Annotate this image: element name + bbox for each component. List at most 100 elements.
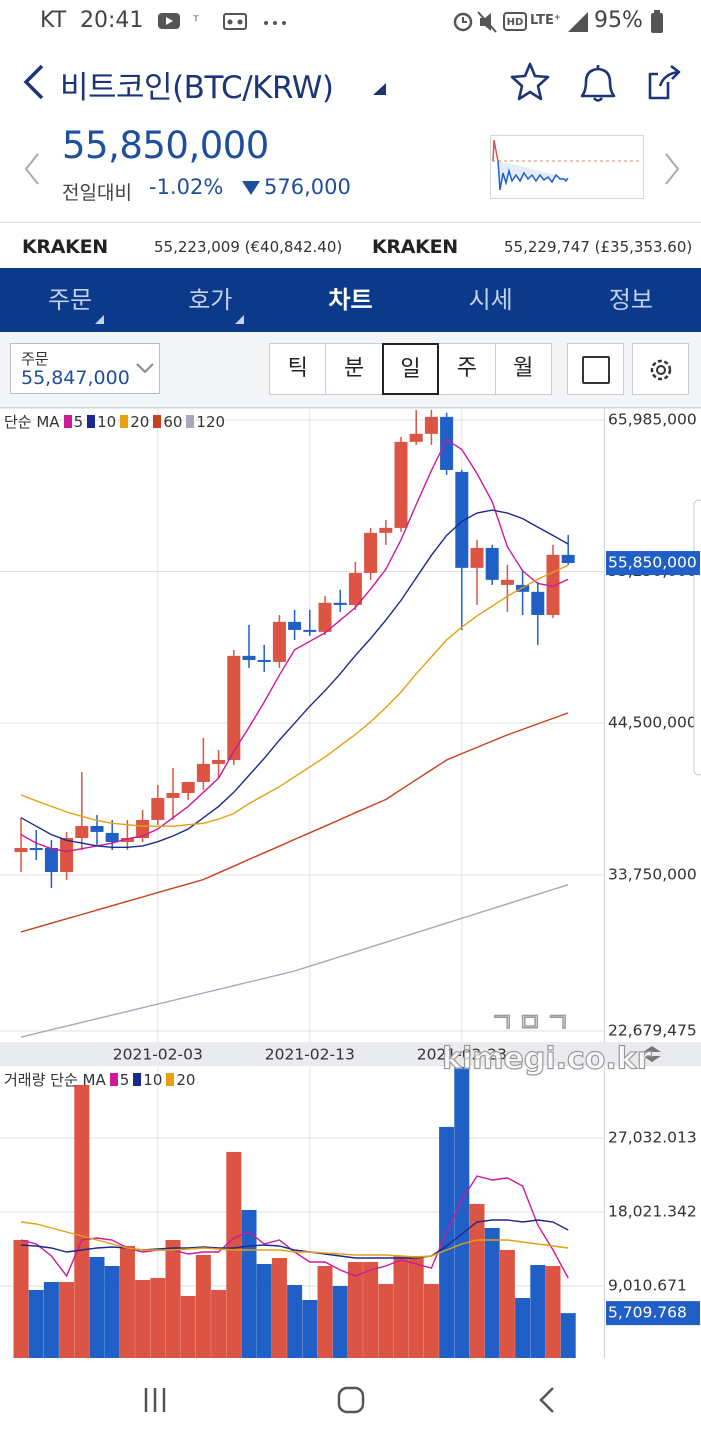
mini-chart[interactable] xyxy=(490,135,644,199)
next-coin[interactable] xyxy=(662,152,682,186)
volume-bar xyxy=(378,1283,394,1358)
exchange-value: 55,229,747 (£35,353.60) xyxy=(504,238,693,256)
y-tick-label: 27,032.013 xyxy=(608,1129,697,1147)
header-actions xyxy=(510,62,681,102)
candle-body xyxy=(14,848,28,852)
layout-button[interactable] xyxy=(567,343,624,395)
volume-bar xyxy=(408,1255,424,1358)
tab[interactable]: 시세 xyxy=(468,286,513,314)
candle-body xyxy=(105,832,119,842)
volume-bar xyxy=(332,1285,348,1358)
volume-bar xyxy=(484,1227,500,1358)
clock: 20:41 xyxy=(80,8,144,33)
ma-line xyxy=(20,712,569,933)
share-button[interactable] xyxy=(648,64,681,100)
tab[interactable]: 차트 xyxy=(328,286,373,314)
order-dropdown xyxy=(136,363,154,374)
tab[interactable]: 정보 xyxy=(608,286,653,314)
period-button[interactable]: 분 xyxy=(325,343,383,395)
tab-bar: 주문 호가 차트 시세 정보 xyxy=(0,268,701,332)
volume-bar xyxy=(165,1239,181,1358)
exchange-quote: KRAKEN xyxy=(372,226,458,268)
volume-bar xyxy=(545,1265,561,1358)
ma-line xyxy=(20,1221,569,1258)
candle-body xyxy=(500,579,514,585)
favorite-button[interactable] xyxy=(510,62,550,101)
period-button[interactable]: 월 xyxy=(494,343,552,395)
volume-bar xyxy=(226,1151,242,1358)
volume-bar xyxy=(439,1126,455,1358)
down-triangle xyxy=(242,181,260,195)
volume-bar xyxy=(256,1263,272,1358)
back-nav[interactable] xyxy=(539,1387,554,1413)
price-legend: 단순 MA 5 10 20 60 120 xyxy=(4,411,225,432)
gear-icon xyxy=(650,359,672,381)
separator xyxy=(0,222,701,223)
battery-level: 95% xyxy=(594,8,643,33)
ma-line xyxy=(20,884,569,1038)
legend-swatch xyxy=(63,415,72,428)
candle-body xyxy=(60,838,74,873)
alert-button[interactable] xyxy=(580,65,616,102)
candle-body xyxy=(333,602,347,605)
volume-bar xyxy=(74,1084,90,1358)
candle-body xyxy=(409,433,423,442)
x-tick-label: 2021-02-23 xyxy=(417,1046,507,1064)
back-button[interactable] xyxy=(18,62,48,102)
volume-bar xyxy=(302,1299,318,1358)
candle-body xyxy=(212,759,226,764)
axis-scroll-icon xyxy=(643,1046,661,1062)
home-button[interactable] xyxy=(337,1386,365,1414)
legend-label: 60 xyxy=(163,412,183,431)
recent-apps[interactable] xyxy=(144,1388,166,1412)
candle-body xyxy=(455,471,469,568)
candle-body xyxy=(227,655,241,760)
y-tick-label: 18,021.342 xyxy=(608,1203,697,1221)
candle-body xyxy=(561,554,575,564)
nav-bar xyxy=(0,1358,701,1440)
volume-bar xyxy=(530,1264,546,1358)
volume-bar xyxy=(211,1289,227,1358)
status-bar: KT 20:41 ᵀ HD LTE⁺ 95% xyxy=(0,0,701,46)
change-amount: 576,000 xyxy=(264,175,351,199)
period-button[interactable]: 주 xyxy=(438,343,496,395)
last-value-box xyxy=(606,551,700,576)
candle-body xyxy=(318,602,332,632)
coin-title[interactable]: 비트코인(BTC/KRW) xyxy=(60,70,334,106)
order-price: 55,847,000 xyxy=(21,367,130,389)
watermark: ㄱㅁㄱ xyxy=(490,1009,574,1039)
prev-coin[interactable] xyxy=(22,152,42,186)
title-dropdown[interactable] xyxy=(372,82,388,96)
tab[interactable]: 주문 xyxy=(0,268,140,332)
ma-line xyxy=(20,1219,569,1259)
period-button[interactable]: 틱 xyxy=(269,343,327,395)
volume-bar xyxy=(89,1256,105,1358)
legend-swatch xyxy=(133,1073,142,1086)
exchange-name: KRAKEN xyxy=(372,236,458,258)
date-axis-band xyxy=(0,1042,701,1066)
volume-bar xyxy=(135,1279,151,1358)
volume-legend: 거래량 단순 MA 5 10 20 xyxy=(4,1069,195,1090)
volume-bar xyxy=(150,1277,166,1358)
order-price-box[interactable]: 주문 55,847,000 xyxy=(10,343,160,394)
candle-body xyxy=(151,797,165,820)
volume-bar xyxy=(454,1066,470,1358)
legend-swatch xyxy=(186,415,195,428)
tab[interactable]: 호가 xyxy=(140,268,280,332)
candle-body xyxy=(90,826,104,832)
candle-body xyxy=(424,416,438,434)
settings-button[interactable] xyxy=(632,343,689,395)
last-value-label: 5,709.768 xyxy=(608,1304,687,1322)
exchange-name: KRAKEN xyxy=(22,236,108,258)
legend-swatch xyxy=(87,415,96,428)
candle-body xyxy=(303,629,317,632)
ma-line xyxy=(20,438,569,853)
candle-body xyxy=(348,572,362,605)
legend-title: 단순 MA xyxy=(4,413,60,431)
legend-swatch xyxy=(109,1073,118,1086)
ma-line xyxy=(20,564,569,827)
candle-body xyxy=(75,826,89,839)
volume-bar xyxy=(347,1261,363,1358)
volume-bar xyxy=(287,1284,303,1358)
period-button[interactable]: 일 xyxy=(381,343,440,395)
